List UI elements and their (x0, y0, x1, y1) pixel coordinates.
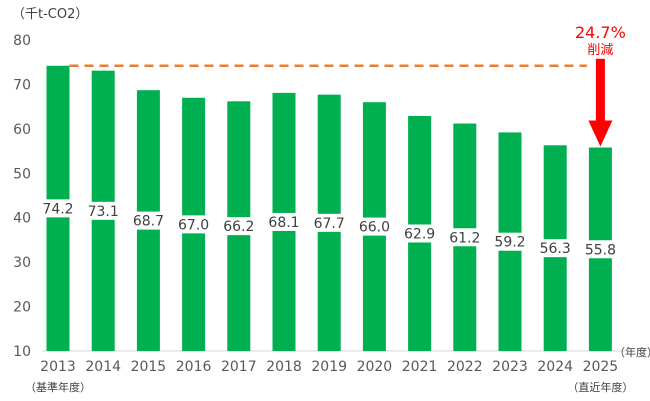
x-tick-label: 2019 (311, 359, 347, 375)
unit-label: （千t-CO2） (12, 7, 88, 22)
x-tick-label: 2025 (583, 359, 619, 375)
value-label-bg (357, 217, 392, 236)
x-category-note: （直近年度） (567, 380, 633, 394)
x-tick-label: 2018 (266, 359, 302, 375)
x-tick-label: 2023 (492, 359, 528, 375)
x-tick-label: 2016 (176, 359, 212, 375)
value-label-bg (538, 239, 573, 258)
value-label: 68.7 (133, 214, 164, 230)
value-label-bg (86, 201, 121, 220)
value-label-bg (312, 213, 347, 232)
x-tick-label: 2014 (85, 359, 121, 375)
value-label-bg (176, 215, 211, 234)
reduction-label: 削減 (587, 42, 613, 58)
y-tick-label: 30 (13, 255, 31, 271)
reduction-annotation: 24.7% 削減 (575, 23, 626, 147)
x-tick-label: 2015 (131, 359, 167, 375)
x-category-note: （基準年度） (25, 380, 91, 394)
x-tick-label: 2022 (447, 359, 483, 375)
value-label: 74.2 (42, 201, 73, 217)
x-unit-label: （年度） (614, 345, 650, 359)
x-tick-label: 2013 (40, 359, 76, 375)
value-label: 67.7 (314, 216, 345, 232)
value-label-bg (41, 199, 75, 218)
arrow-shaft (595, 58, 605, 121)
y-axis: 10 20 30 40 50 60 70 80 (13, 33, 31, 360)
x-tick-label: 2020 (357, 359, 393, 375)
y-tick-label: 60 (13, 122, 31, 138)
x-tick-label: 2021 (402, 359, 438, 375)
value-label-bg (583, 240, 618, 259)
value-label: 61.2 (449, 230, 480, 246)
y-tick-label: 50 (13, 166, 31, 182)
value-label-bg (267, 212, 301, 231)
value-label: 62.9 (404, 226, 435, 242)
y-tick-label: 10 (13, 344, 31, 360)
value-label: 55.8 (585, 242, 616, 258)
value-label: 68.1 (268, 215, 299, 231)
bars: 74.2 73.1 68.7 67.0 66.2 68.1 67.7 66.0 62.9 61.2… (41, 65, 618, 352)
x-axis: 2013 2014 2015 2016 2017 2018 2019 2020 2021 2022… (25, 359, 633, 394)
x-tick-label: 2024 (537, 359, 573, 375)
y-tick-label: 80 (13, 33, 31, 49)
value-label-bg (131, 211, 166, 230)
y-tick-label: 40 (13, 211, 31, 227)
reduction-percent: 24.7% (575, 23, 626, 42)
value-label: 66.2 (223, 219, 254, 235)
value-label: 56.3 (540, 241, 571, 257)
y-tick-label: 70 (13, 77, 31, 93)
value-label-bg (447, 228, 482, 247)
value-label-bg (493, 232, 527, 251)
value-label: 66.0 (359, 220, 390, 236)
y-tick-label: 20 (13, 300, 31, 316)
value-label: 59.2 (494, 235, 525, 251)
value-label: 73.1 (88, 204, 119, 220)
value-label: 67.0 (178, 217, 209, 233)
value-label-bg (402, 224, 437, 243)
arrow-down-icon (588, 120, 613, 147)
x-tick-label: 2017 (221, 359, 257, 375)
value-label-bg (221, 217, 256, 236)
